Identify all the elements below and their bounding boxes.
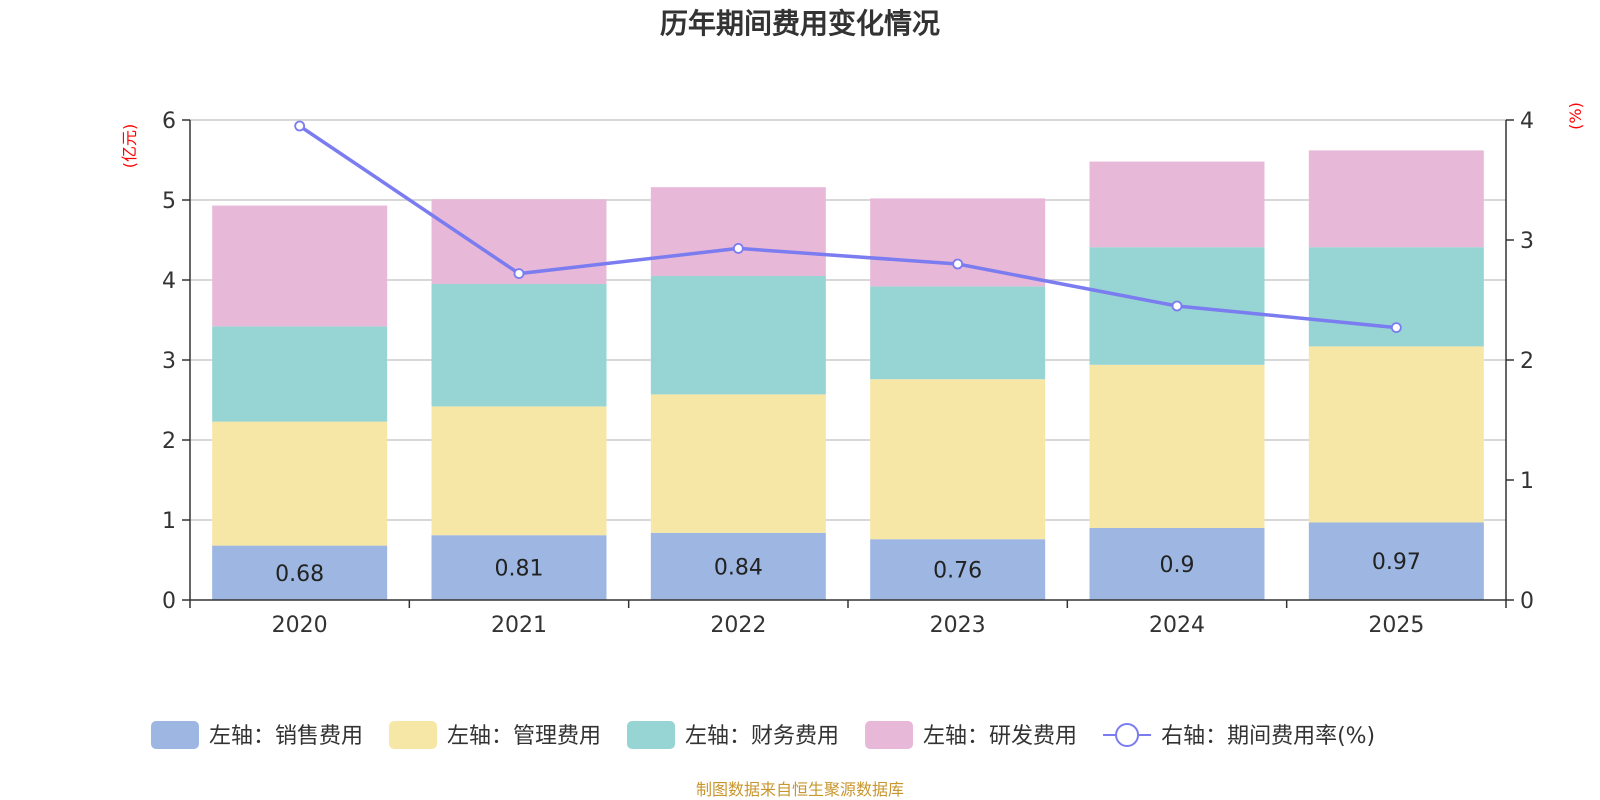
bar-segment bbox=[870, 286, 1046, 380]
legend-label: 左轴：销售费用 bbox=[209, 724, 363, 749]
y-left-tick-label: 2 bbox=[162, 429, 176, 454]
legend-label: 左轴：管理费用 bbox=[447, 724, 601, 749]
bar-segment bbox=[212, 326, 388, 422]
x-tick-label: 2021 bbox=[491, 613, 547, 638]
legend-swatch bbox=[389, 721, 438, 749]
legend-label: 右轴：期间费用率(%) bbox=[1161, 724, 1375, 749]
source-note: 制图数据来自恒生聚源数据库 bbox=[696, 780, 904, 799]
y-left-unit-label: (亿元) bbox=[120, 124, 139, 169]
data-label: 0.97 bbox=[1372, 550, 1421, 575]
x-tick-label: 2023 bbox=[930, 613, 986, 638]
data-label: 0.9 bbox=[1160, 553, 1195, 578]
bar-segment bbox=[1089, 161, 1265, 248]
bar-segment bbox=[212, 205, 388, 327]
bars-layer bbox=[212, 150, 1484, 600]
bar-segment bbox=[431, 535, 607, 600]
x-tick-label: 2022 bbox=[710, 613, 766, 638]
legend-label: 左轴：研发费用 bbox=[923, 724, 1077, 749]
bar-segment bbox=[1089, 528, 1265, 600]
x-tick-label: 2025 bbox=[1368, 613, 1424, 638]
rate-point bbox=[732, 242, 744, 254]
y-right-tick-label: 0 bbox=[1520, 589, 1534, 614]
rate-point bbox=[1171, 300, 1183, 312]
rate-point bbox=[294, 120, 306, 132]
data-labels-layer: 0.68 0.81 0.84 0.76 0.9 0.97 bbox=[275, 550, 1421, 587]
legend-line-marker bbox=[1115, 723, 1140, 747]
y-right-tick-label: 3 bbox=[1520, 229, 1534, 254]
y-left-tick-label: 0 bbox=[162, 589, 176, 614]
x-tick-label: 2024 bbox=[1149, 613, 1205, 638]
rate-line bbox=[298, 124, 1397, 330]
rate-point bbox=[513, 268, 525, 280]
x-tick-label: 2020 bbox=[272, 613, 328, 638]
y-left-tick-label: 1 bbox=[162, 509, 176, 534]
rate-point bbox=[952, 258, 964, 270]
bar-segment bbox=[1308, 346, 1484, 523]
y-left-tick-label: 3 bbox=[162, 349, 176, 374]
bar-segment bbox=[1089, 364, 1265, 528]
bar-segment bbox=[1308, 522, 1484, 600]
y-right-tick-label: 4 bbox=[1520, 109, 1534, 134]
y-right-tick-label: 1 bbox=[1520, 469, 1534, 494]
bar-segment bbox=[870, 198, 1046, 287]
data-label: 0.68 bbox=[275, 562, 324, 587]
y-left-tick-label: 4 bbox=[162, 269, 176, 294]
bar-segment bbox=[650, 394, 826, 533]
y-left-tick-label: 5 bbox=[162, 189, 176, 214]
axes-layer: 0 1 2 3 4 5 6 0 1 2 3 4 2020 2021 2022 2023 2024 2025 bbox=[162, 109, 1534, 638]
bar-segment bbox=[431, 284, 607, 407]
chart-title: 历年期间费用变化情况 bbox=[660, 7, 940, 40]
legend-swatch bbox=[627, 721, 676, 749]
legend: 左轴：销售费用 左轴：管理费用 左轴：财务费用 左轴：研发费用 右轴：期间费用率(%) bbox=[151, 721, 1375, 749]
bar-segment bbox=[212, 421, 388, 546]
bar-segment bbox=[212, 545, 388, 600]
bar-segment bbox=[650, 532, 826, 600]
rate-point bbox=[1390, 322, 1402, 334]
data-label: 0.81 bbox=[495, 557, 544, 582]
bar-segment bbox=[650, 187, 826, 276]
legend-label: 左轴：财务费用 bbox=[685, 724, 839, 749]
line-layer bbox=[294, 120, 1402, 334]
data-label: 0.76 bbox=[933, 559, 982, 584]
bar-segment bbox=[431, 406, 607, 536]
y-right-unit-label: (%) bbox=[1566, 102, 1585, 130]
legend-swatch bbox=[151, 721, 199, 749]
bar-segment bbox=[1308, 150, 1484, 248]
bar-segment bbox=[650, 276, 826, 395]
y-left-tick-label: 6 bbox=[162, 109, 176, 134]
legend-swatch bbox=[865, 721, 914, 749]
data-label: 0.84 bbox=[714, 555, 763, 580]
bar-segment bbox=[870, 379, 1046, 540]
y-right-tick-label: 2 bbox=[1520, 349, 1534, 374]
bar-segment bbox=[870, 539, 1046, 600]
